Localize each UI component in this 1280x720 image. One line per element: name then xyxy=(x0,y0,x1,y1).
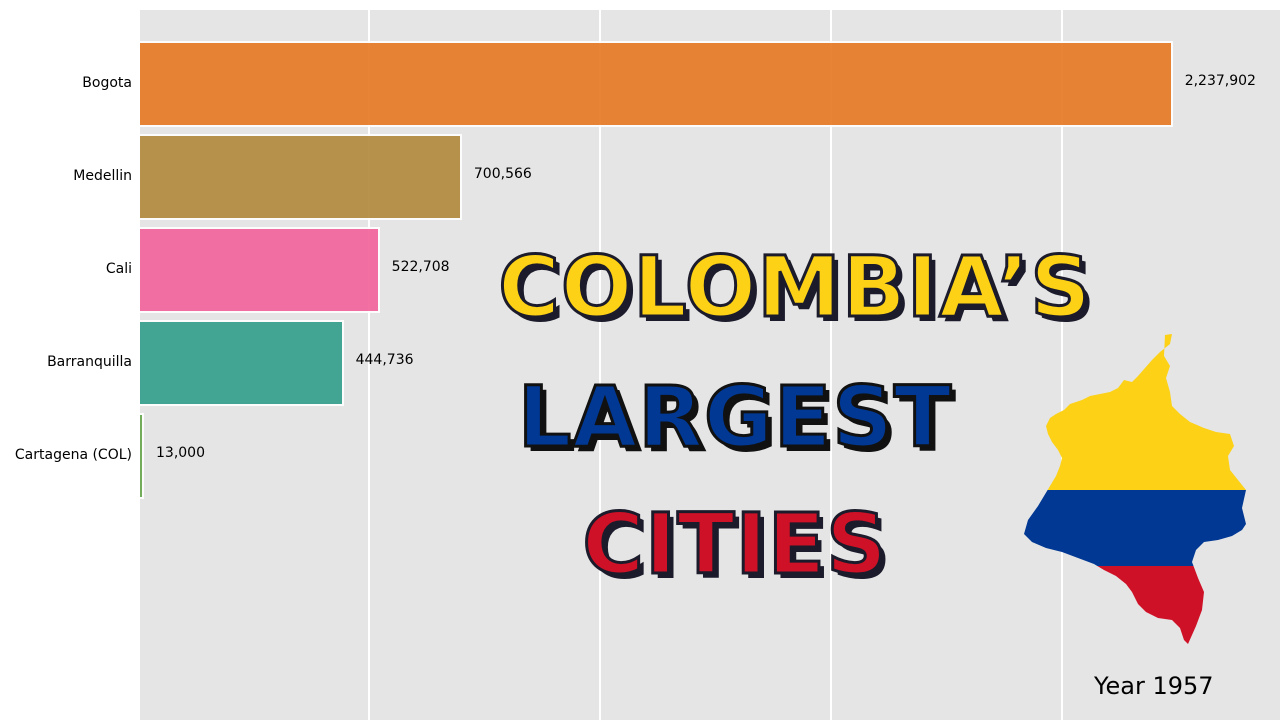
value-label: 13,000 xyxy=(156,445,205,461)
value-label: 2,237,902 xyxy=(1184,73,1256,89)
colombia-map-flag-icon xyxy=(1024,334,1246,644)
gridline xyxy=(368,10,370,720)
headline-largest: LARGEST xyxy=(516,367,953,468)
category-label: Bogota xyxy=(82,75,132,91)
gridline xyxy=(830,10,832,720)
value-label: 444,736 xyxy=(355,352,414,368)
flag-band-yellow xyxy=(1024,334,1246,490)
value-label: 700,566 xyxy=(473,166,532,182)
headline-colombias: COLOMBIA’S xyxy=(497,237,1093,338)
category-label: Cali xyxy=(105,261,132,277)
gridline xyxy=(1061,10,1063,720)
category-label: Cartagena (COL) xyxy=(14,447,132,463)
value-label: 522,708 xyxy=(391,259,450,275)
year-label: Year 1957 xyxy=(1094,672,1214,700)
flag-band-red xyxy=(1024,566,1246,644)
bar-bogota xyxy=(138,41,1173,127)
bar-medellin xyxy=(138,134,462,220)
category-label: Medellin xyxy=(73,168,132,184)
headline-cities: CITIES xyxy=(581,494,888,595)
bar-cali xyxy=(138,227,380,313)
flag-band-blue xyxy=(1024,490,1246,566)
gridline xyxy=(599,10,601,720)
bar-cartagena-col xyxy=(138,413,144,499)
category-label: Barranquilla xyxy=(47,354,132,370)
bar-barranquilla xyxy=(138,320,344,406)
